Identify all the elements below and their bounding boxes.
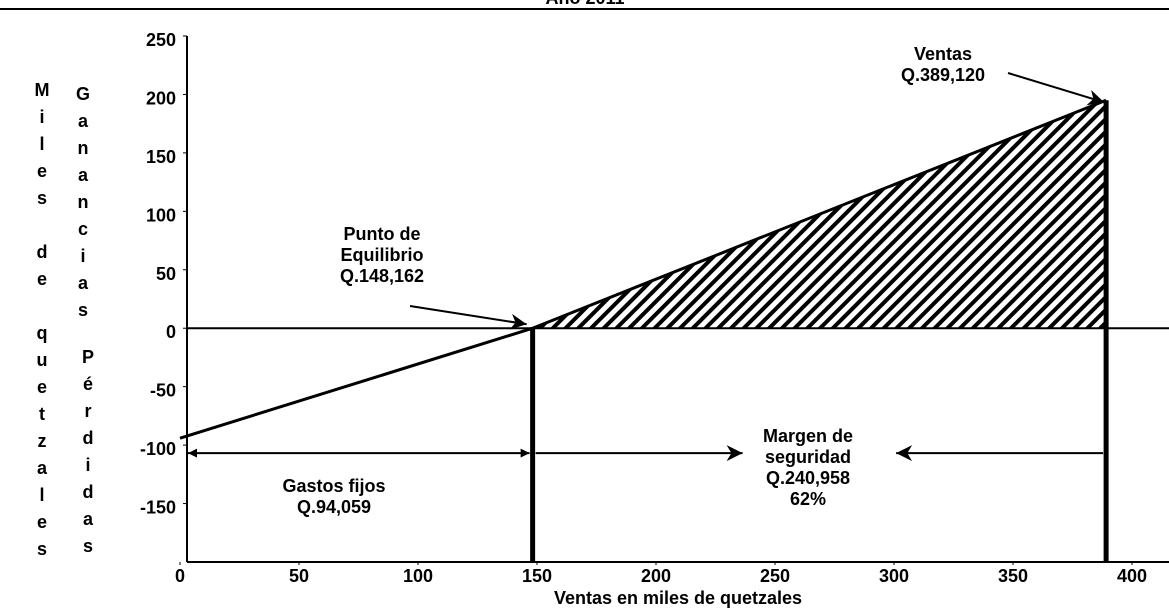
y-tick-label: 150 [146, 147, 176, 167]
y-tick-label: -50 [150, 381, 176, 401]
x-tick-label: 250 [760, 566, 790, 586]
chart-title: Año 2011 [545, 0, 624, 8]
y-axis-label: Ganancias [73, 84, 93, 327]
x-axis-label: Ventas en miles de quetzales [554, 588, 802, 608]
y-axis-label: Miles de quetzales [32, 80, 52, 566]
y-tick-label: 200 [146, 88, 176, 108]
annotation: Punto de [344, 224, 421, 244]
x-tick-label: 0 [175, 566, 185, 586]
y-tick-label: -150 [140, 498, 176, 518]
y-tick-label: -100 [140, 439, 176, 459]
annotation: Ventas [914, 44, 972, 64]
y-axis-label: Pérdidas [78, 347, 98, 563]
x-tick-label: 150 [522, 566, 552, 586]
x-tick-label: 300 [879, 566, 909, 586]
x-tick-label: 350 [998, 566, 1028, 586]
x-tick-label: 50 [289, 566, 309, 586]
y-tick-label: 50 [156, 264, 176, 284]
profit-line [179, 98, 1107, 440]
pointer-arrow [1007, 72, 1105, 106]
annotation: Equilibrio [341, 245, 424, 265]
annotation: Q.389,120 [901, 65, 985, 85]
x-tick-label: 400 [1117, 566, 1147, 586]
x-tick-label: 200 [641, 566, 671, 586]
annotation: Gastos fijos [282, 476, 385, 496]
annotation: Q.240,958 [766, 468, 850, 488]
annotation: Margen de [763, 426, 853, 446]
annotation: Q.94,059 [297, 497, 371, 517]
annotation: Q.148,162 [340, 266, 424, 286]
y-tick-label: 100 [146, 205, 176, 225]
annotation: 62% [790, 489, 826, 509]
y-tick-label: 250 [146, 30, 176, 50]
annotation: seguridad [765, 447, 851, 467]
pointer-arrow [409, 305, 527, 330]
x-tick-label: 100 [403, 566, 433, 586]
y-tick-label: 0 [166, 322, 176, 342]
